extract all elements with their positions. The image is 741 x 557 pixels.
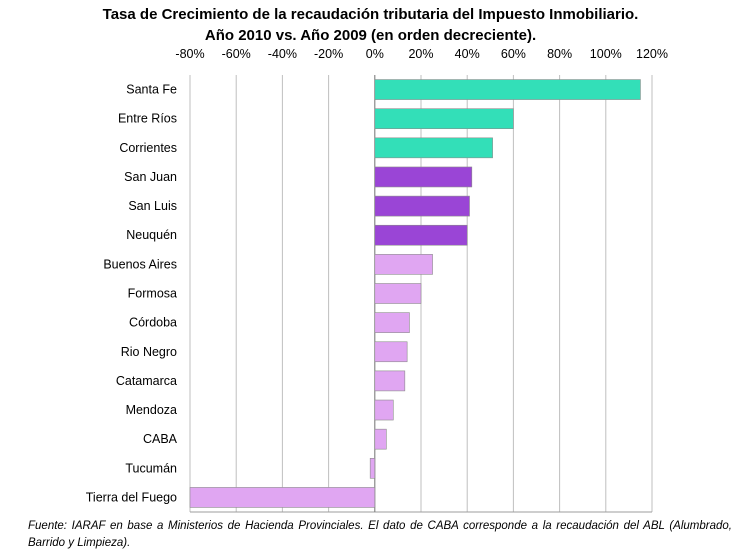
category-label-0: Santa Fe — [126, 83, 177, 97]
x-tick-label-0: -80% — [175, 47, 204, 61]
bars — [189, 79, 641, 508]
bar-10 — [374, 370, 406, 392]
bar-12 — [374, 428, 387, 450]
x-tick-label-2: -40% — [268, 47, 297, 61]
bar-3 — [374, 166, 473, 188]
x-tick-label-6: 40% — [455, 47, 480, 61]
bar-14 — [189, 487, 376, 508]
bar-chart: Santa Fe Entre Ríos Corrientes San Juan San … — [86, 47, 668, 513]
source-note: Fuente: IARAF en base a Ministerios de H… — [28, 520, 732, 549]
category-label-12: CABA — [143, 432, 178, 446]
category-label-4: San Luis — [128, 199, 177, 213]
x-tick-label-9: 100% — [590, 47, 622, 61]
x-tick-label-4: 0% — [366, 47, 384, 61]
bar-7 — [374, 283, 422, 304]
bar-5 — [374, 224, 468, 246]
category-label-11: Mendoza — [126, 403, 177, 417]
category-label-13: Tucumán — [125, 461, 177, 475]
bar-6 — [374, 254, 433, 275]
x-tick-label-1: -60% — [222, 47, 251, 61]
x-tick-label-8: 80% — [547, 47, 572, 61]
category-label-10: Catamarca — [116, 374, 177, 388]
bar-2 — [374, 137, 493, 159]
chart-title: Tasa de Crecimiento de la recaudación tr… — [102, 6, 639, 23]
x-tick-label-7: 60% — [501, 47, 526, 61]
grid-lines — [189, 75, 653, 513]
bar-13 — [369, 457, 376, 479]
category-label-6: Buenos Aires — [103, 257, 177, 271]
category-label-2: Corrientes — [119, 141, 177, 155]
category-label-8: Córdoba — [129, 316, 177, 330]
x-tick-label-3: -20% — [314, 47, 343, 61]
bar-8 — [374, 312, 410, 333]
bar-11 — [374, 399, 394, 421]
category-label-7: Formosa — [128, 287, 177, 301]
bar-9 — [374, 341, 408, 363]
category-label-9: Rio Negro — [121, 345, 177, 359]
bar-0 — [374, 79, 641, 100]
category-label-5: Neuquén — [126, 228, 177, 242]
bar-4 — [374, 195, 470, 217]
x-tick-label-10: 120% — [636, 47, 668, 61]
category-label-3: San Juan — [124, 170, 177, 184]
category-label-1: Entre Ríos — [118, 112, 177, 126]
x-tick-label-5: 20% — [408, 47, 433, 61]
chart-subtitle: Año 2010 vs. Año 2009 (en orden decrecie… — [204, 27, 537, 44]
bar-1 — [374, 108, 514, 129]
x-tick-labels: -80% -60% -40% -20% 0% 20% 40% 60% 80% 100% 120% — [175, 47, 668, 61]
category-labels: Santa Fe Entre Ríos Corrientes San Juan San … — [86, 83, 178, 505]
category-label-14: Tierra del Fuego — [86, 490, 177, 504]
